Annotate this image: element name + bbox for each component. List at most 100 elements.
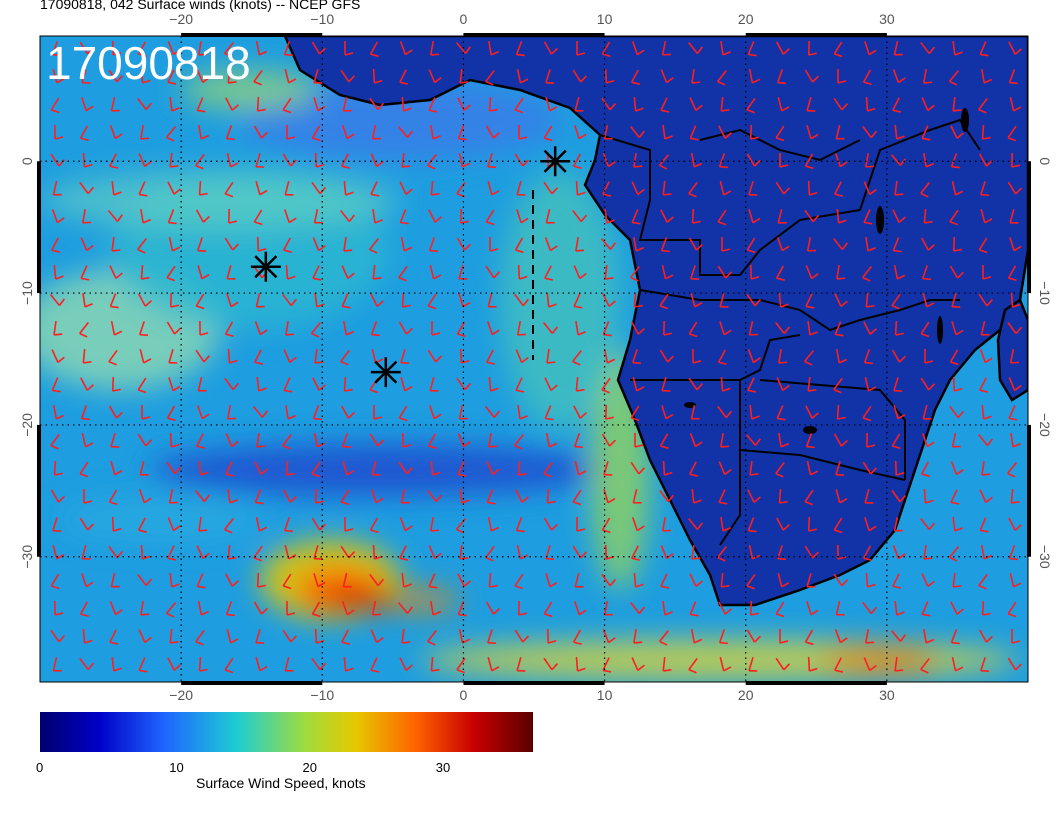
wind-barb	[514, 237, 524, 254]
wind-barb	[775, 321, 791, 335]
wind-barb	[283, 41, 293, 57]
wind-barb	[107, 210, 123, 222]
wind-barb	[108, 69, 124, 83]
wind-barb	[137, 377, 147, 394]
wind-barb	[79, 322, 89, 338]
wind-barb	[81, 433, 94, 448]
wind-barb	[311, 517, 326, 531]
wind-barb	[1010, 292, 1021, 308]
wind-barb	[601, 433, 616, 447]
wind-barb	[720, 572, 730, 588]
wind-barb	[604, 208, 615, 224]
wind-barb	[486, 461, 500, 476]
wind-barb	[573, 433, 583, 449]
wind-barb	[81, 69, 91, 84]
wind-barb	[662, 124, 673, 140]
wind-barb	[982, 264, 992, 280]
wind-barb	[981, 124, 991, 140]
wind-barb	[863, 657, 877, 672]
wind-barb	[515, 489, 529, 503]
wind-barb	[749, 404, 760, 420]
wind-barb	[833, 433, 848, 447]
wind-barb	[52, 656, 62, 672]
wind-barb	[921, 97, 935, 112]
wind-barb	[111, 180, 122, 196]
wind-barb	[342, 320, 355, 336]
wind-barb	[428, 237, 438, 253]
wind-barb	[630, 69, 640, 85]
wind-barb	[431, 320, 441, 336]
wind-barb	[369, 433, 385, 447]
wind-barb	[865, 96, 876, 112]
wind-barb	[398, 405, 408, 422]
wind-barb	[109, 153, 119, 169]
wind-barb	[662, 600, 673, 616]
wind-barb	[282, 629, 298, 643]
wind-barb	[224, 518, 234, 534]
wind-barb	[427, 349, 443, 363]
wind-barb	[343, 376, 353, 392]
wind-barb	[659, 293, 669, 310]
wind-barb	[226, 629, 239, 644]
wind-barb	[282, 293, 298, 307]
wind-barb	[224, 377, 240, 391]
lon-tick-label-bottom: 30	[879, 687, 895, 703]
wind-barb	[398, 321, 413, 335]
wind-barb	[52, 404, 65, 420]
wind-barb	[807, 376, 817, 392]
wind-barb	[516, 657, 526, 672]
wind-barb	[167, 517, 181, 532]
wind-barb	[862, 461, 878, 475]
wind-barb	[196, 573, 206, 589]
wind-barb	[660, 209, 674, 223]
wind-barb	[312, 237, 326, 252]
wind-barb	[313, 208, 323, 224]
wind-barb	[485, 209, 495, 226]
wind-barb	[488, 376, 499, 392]
wind-barb	[399, 657, 413, 671]
wind-barb	[197, 124, 210, 140]
wind-barb	[689, 433, 703, 448]
wind-barb	[920, 237, 935, 251]
wind-barb	[745, 434, 761, 446]
wind-barb	[399, 69, 409, 85]
wind-barb	[285, 460, 295, 476]
wind-barb	[137, 97, 153, 111]
wind-barb	[516, 68, 529, 84]
wind-barb	[952, 96, 962, 112]
wind-barb	[952, 376, 963, 392]
wind-barb	[140, 68, 151, 84]
wind-barb	[459, 208, 469, 224]
wind-barb	[572, 153, 582, 170]
wind-barb	[920, 181, 930, 198]
wind-barb	[979, 517, 989, 533]
wind-barb	[978, 293, 994, 307]
wind-barb	[862, 125, 878, 139]
wind-barb	[167, 657, 181, 671]
wind-barb	[457, 125, 467, 141]
frame-tick	[37, 424, 41, 557]
wind-barb	[833, 97, 849, 111]
wind-barb	[718, 601, 732, 615]
wind-barb	[778, 432, 790, 448]
wind-barb	[719, 293, 729, 308]
wind-barb	[140, 600, 150, 616]
wind-barb	[572, 209, 588, 223]
wind-barb	[166, 461, 182, 475]
wind-barb	[49, 294, 66, 306]
wind-barb	[256, 236, 267, 252]
wind-barb	[893, 377, 903, 392]
wind-barb	[749, 264, 760, 280]
frame-tick	[181, 33, 323, 37]
wind-barb	[600, 238, 616, 250]
wind-barb	[746, 573, 756, 590]
wind-barb	[110, 96, 120, 112]
wind-barb	[517, 460, 527, 476]
wind-barb	[1007, 181, 1023, 195]
wind-barb	[342, 573, 352, 588]
wind-barb	[632, 489, 642, 504]
wind-barb	[198, 40, 208, 56]
wind-barb	[456, 377, 472, 391]
wind-barb	[342, 97, 352, 112]
wind-barb	[225, 433, 239, 448]
